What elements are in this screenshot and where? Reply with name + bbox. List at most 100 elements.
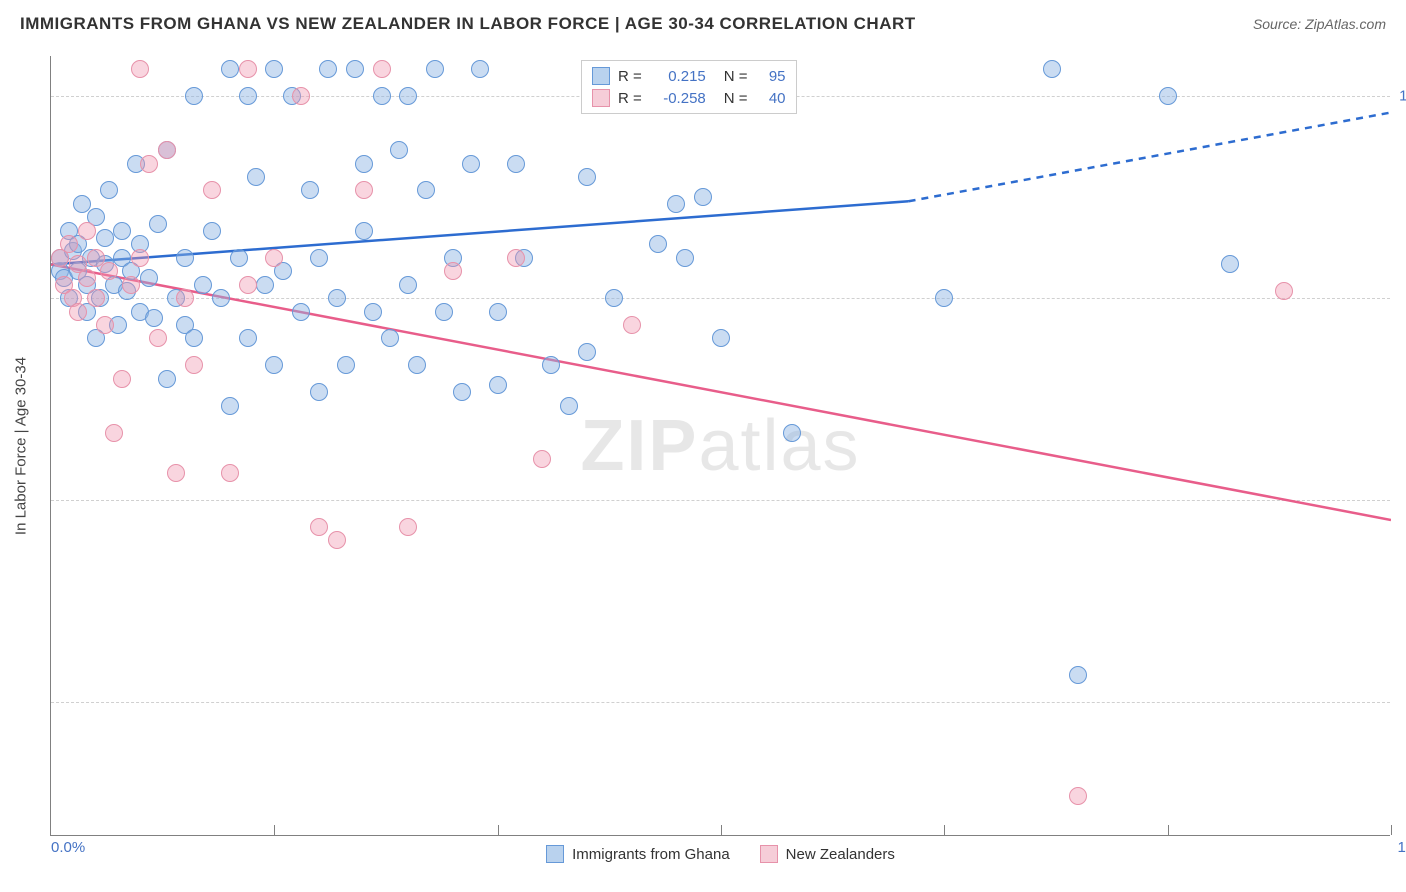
stat-n-value: 95 [756, 68, 786, 85]
legend-item: Immigrants from Ghana [546, 845, 730, 863]
scatter-point [239, 276, 257, 294]
scatter-point [390, 141, 408, 159]
x-tick [1168, 825, 1169, 835]
scatter-point [364, 303, 382, 321]
scatter-point [292, 87, 310, 105]
legend-swatch [592, 89, 610, 107]
stat-n-label: N = [724, 68, 748, 85]
scatter-point [131, 249, 149, 267]
scatter-point [712, 329, 730, 347]
scatter-point [667, 195, 685, 213]
legend-swatch [592, 67, 610, 85]
watermark: ZIPatlas [580, 405, 860, 487]
scatter-point [489, 376, 507, 394]
chart-header: IMMIGRANTS FROM GHANA VS NEW ZEALANDER I… [0, 0, 1406, 48]
scatter-point [230, 249, 248, 267]
grid-line-horizontal [51, 500, 1390, 501]
scatter-point [167, 464, 185, 482]
scatter-point [399, 276, 417, 294]
scatter-point [649, 235, 667, 253]
scatter-point [1069, 787, 1087, 805]
scatter-point [113, 222, 131, 240]
scatter-point [783, 424, 801, 442]
scatter-point [194, 276, 212, 294]
y-tick-label: 70.0% [1395, 491, 1406, 508]
scatter-point [256, 276, 274, 294]
scatter-point [310, 383, 328, 401]
scatter-point [426, 60, 444, 78]
scatter-point [301, 181, 319, 199]
scatter-point [140, 269, 158, 287]
y-axis-title: In Labor Force | Age 30-34 [13, 356, 30, 534]
stat-r-label: R = [618, 90, 642, 107]
scatter-point [203, 222, 221, 240]
scatter-point [265, 249, 283, 267]
scatter-point [145, 309, 163, 327]
trend-line [51, 264, 1391, 520]
scatter-point [444, 262, 462, 280]
scatter-point [239, 329, 257, 347]
scatter-point [149, 215, 167, 233]
scatter-point [239, 87, 257, 105]
scatter-point [1069, 666, 1087, 684]
scatter-point [265, 60, 283, 78]
bottom-legend: Immigrants from Ghana New Zealanders [51, 845, 1390, 863]
scatter-point [105, 424, 123, 442]
scatter-point [453, 383, 471, 401]
x-max-label: 15.0% [1397, 839, 1406, 856]
scatter-point [381, 329, 399, 347]
x-tick [274, 825, 275, 835]
scatter-point [507, 155, 525, 173]
scatter-point [471, 60, 489, 78]
x-tick [1391, 825, 1392, 835]
x-tick [498, 825, 499, 835]
legend-item: New Zealanders [760, 845, 895, 863]
y-tick-label: 55.0% [1395, 693, 1406, 710]
scatter-point [265, 356, 283, 374]
scatter-point [96, 316, 114, 334]
scatter-point [1221, 255, 1239, 273]
scatter-point [69, 303, 87, 321]
stats-row: R =0.215N =95 [592, 65, 786, 87]
scatter-point [328, 531, 346, 549]
chart-title: IMMIGRANTS FROM GHANA VS NEW ZEALANDER I… [20, 14, 916, 34]
scatter-point [408, 356, 426, 374]
grid-line-horizontal [51, 702, 1390, 703]
scatter-point [676, 249, 694, 267]
scatter-point [533, 450, 551, 468]
x-tick [944, 825, 945, 835]
scatter-point [355, 155, 373, 173]
x-tick [721, 825, 722, 835]
stat-n-value: 40 [756, 90, 786, 107]
scatter-point [435, 303, 453, 321]
scatter-point [239, 60, 257, 78]
scatter-point [78, 269, 96, 287]
scatter-point [221, 397, 239, 415]
scatter-point [149, 329, 167, 347]
stat-r-label: R = [618, 68, 642, 85]
scatter-point [399, 87, 417, 105]
scatter-point [542, 356, 560, 374]
scatter-point [122, 276, 140, 294]
stat-r-value: -0.258 [650, 90, 706, 107]
legend-swatch [546, 845, 564, 863]
legend-label: New Zealanders [786, 846, 895, 863]
watermark-bold: ZIP [580, 406, 698, 486]
scatter-point [87, 289, 105, 307]
scatter-point [507, 249, 525, 267]
scatter-point [100, 181, 118, 199]
legend-swatch [760, 845, 778, 863]
scatter-point [373, 87, 391, 105]
scatter-point [623, 316, 641, 334]
scatter-point [355, 181, 373, 199]
legend-label: Immigrants from Ghana [572, 846, 730, 863]
scatter-point [131, 60, 149, 78]
stat-n-label: N = [724, 90, 748, 107]
scatter-point [310, 518, 328, 536]
trend-line-extrapolated [909, 112, 1391, 201]
scatter-point [935, 289, 953, 307]
scatter-point [355, 222, 373, 240]
scatter-point [417, 181, 435, 199]
scatter-point [113, 370, 131, 388]
watermark-light: atlas [698, 406, 860, 486]
